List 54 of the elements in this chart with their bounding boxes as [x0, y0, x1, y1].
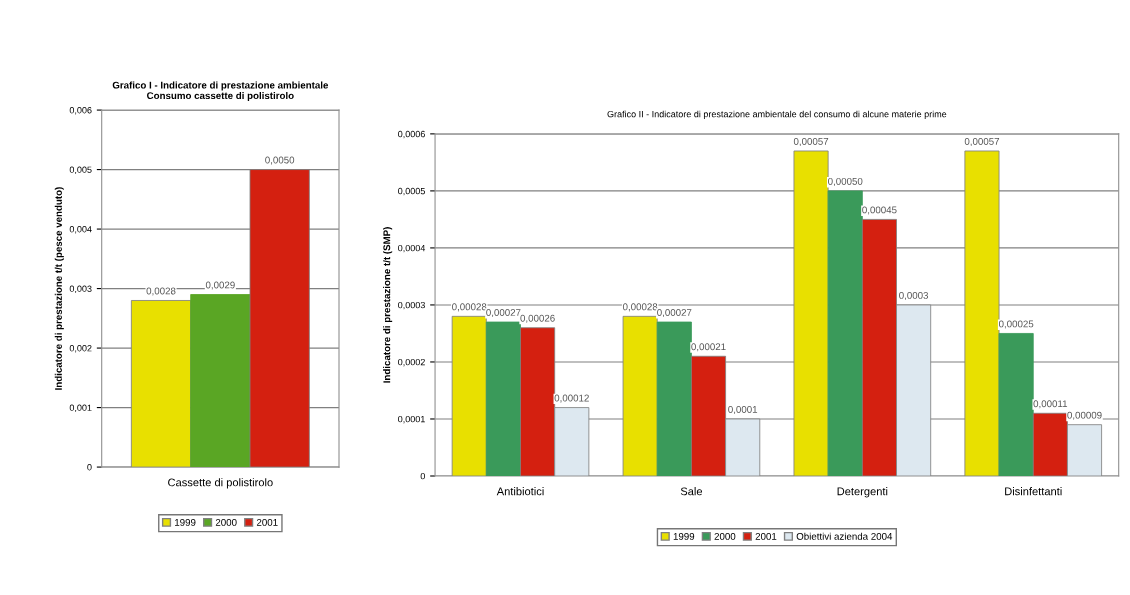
- data-label: 0,00012: [554, 394, 589, 403]
- data-label: 0,00027: [486, 309, 521, 318]
- x-tick-label: Sale: [680, 487, 703, 496]
- data-label: 0,00011: [1033, 400, 1068, 409]
- data-label: 0,00057: [793, 138, 829, 147]
- y-tick-label: 0,002: [69, 345, 92, 353]
- data-label: 0,00028: [452, 303, 487, 312]
- legend-label: 1999: [673, 532, 695, 540]
- y-tick-label: 0,0006: [398, 130, 425, 139]
- legend-label: 1999: [175, 518, 196, 526]
- chart-title: Grafico II - Indicatore di prestazione ambientale del consumo di alcune materie prime: [607, 110, 947, 120]
- y-tick-label: 0: [87, 464, 92, 471]
- y-axis-title: Indicatore di prestazione t/t (SMP): [383, 227, 393, 383]
- y-tick-label: 0,0002: [398, 358, 425, 367]
- x-tick-label: Detergenti: [837, 487, 888, 498]
- legend-label: Obiettivi azienda 2004: [796, 532, 893, 540]
- y-tick-label: 0,0005: [398, 187, 425, 196]
- data-label: 0,0028: [146, 287, 176, 296]
- x-tick-label: Antibiotici: [496, 487, 544, 496]
- legend-label: 2001: [256, 518, 278, 526]
- bar: [998, 333, 1034, 476]
- data-label: 0,00045: [862, 206, 897, 215]
- bar: [827, 190, 863, 476]
- data-label: 0,0029: [205, 281, 235, 290]
- legend-label: 2000: [215, 518, 237, 526]
- x-tick-label: Cassette di polistirolo: [168, 478, 273, 489]
- data-label: 0,0001: [728, 406, 758, 415]
- y-tick-label: 0,004: [69, 226, 92, 234]
- data-label: 0,0003: [899, 291, 929, 300]
- data-label: 0,00025: [998, 320, 1034, 329]
- y-tick-label: 0,001: [69, 404, 92, 412]
- bar: [190, 294, 251, 468]
- y-tick-label: 0,0004: [398, 244, 426, 253]
- data-label: 0,0050: [265, 156, 295, 165]
- y-tick-label: 0,006: [69, 107, 92, 115]
- bar: [485, 321, 521, 476]
- bar: [656, 321, 692, 476]
- data-label: 0,00026: [520, 314, 555, 323]
- y-tick-label: 0: [420, 472, 425, 480]
- y-axis-title: Indicatore di prestazione t/t (pesce venduto): [54, 187, 64, 390]
- y-tick-label: 0,003: [69, 285, 92, 293]
- data-label: 0,00021: [691, 343, 726, 352]
- x-tick-label: Disinfettanti: [1005, 487, 1062, 496]
- legend-label: 2001: [755, 532, 777, 540]
- data-label: 0,00028: [622, 303, 658, 312]
- data-label: 0,00027: [657, 309, 692, 318]
- y-tick-label: 0,0001: [398, 415, 425, 424]
- data-label: 0,00009: [1067, 411, 1102, 420]
- data-label: 0,00050: [828, 177, 863, 186]
- legend-label: 2000: [714, 532, 736, 540]
- y-tick-label: 0,005: [69, 166, 92, 174]
- y-tick-label: 0,0003: [398, 301, 425, 310]
- chart-title: Grafico I - Indicatore di prestazione ambientale Consumo cassette di polistirolo: [112, 81, 329, 101]
- data-label: 0,00057: [964, 138, 1000, 147]
